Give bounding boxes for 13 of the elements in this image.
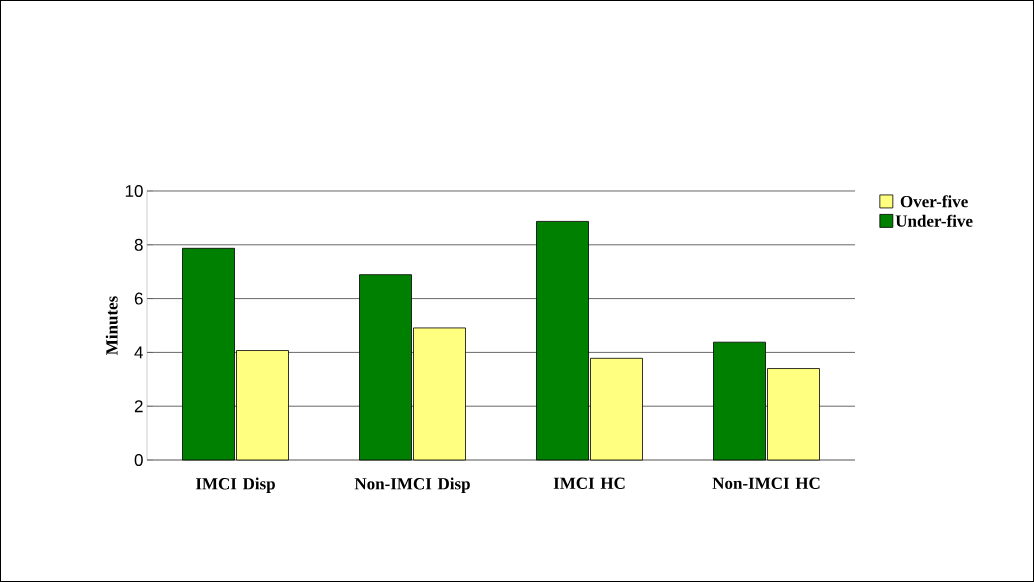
y-tick-label: 8 — [134, 238, 143, 251]
x-tick-label: IMCI Disp — [195, 477, 275, 493]
y-tick-label: 10 — [125, 184, 143, 198]
y-tick-label: 0 — [134, 453, 143, 467]
x-tick-label: IMCI HC — [553, 477, 625, 489]
y-axis-title: Minutes — [105, 296, 118, 355]
x-tick-label: Non-IMCI Disp — [354, 477, 470, 493]
legend-label: Under-five — [895, 214, 973, 227]
legend-label: Over-five — [900, 195, 968, 208]
y-tick-label: 4 — [134, 346, 143, 359]
y-tick-label: 6 — [134, 292, 143, 305]
x-tick-label: Non-IMCI HC — [712, 477, 820, 489]
y-tick-label: 2 — [134, 400, 143, 413]
